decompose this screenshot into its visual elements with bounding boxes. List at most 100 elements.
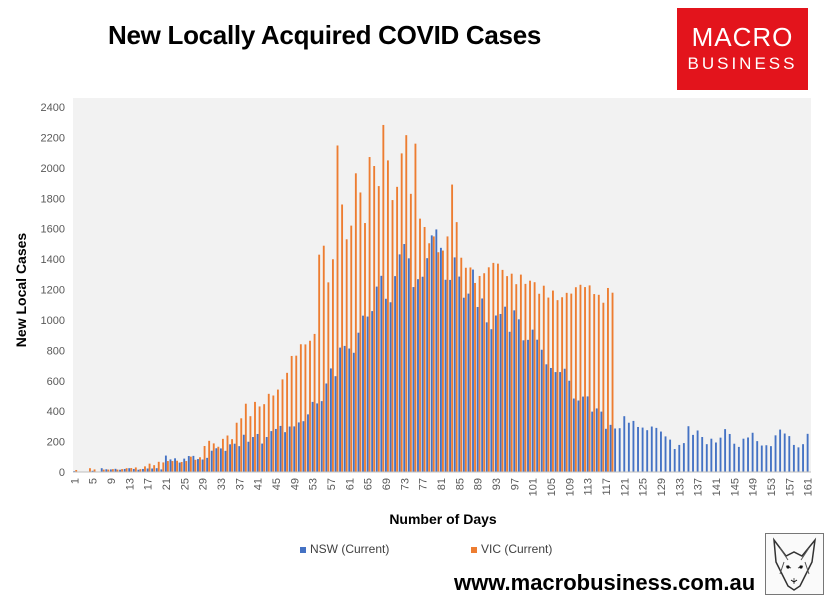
bar-vic <box>111 469 114 472</box>
bar-nsw <box>504 306 507 472</box>
y-tick-label: 1600 <box>41 224 65 236</box>
bar-nsw <box>316 403 319 472</box>
bar-nsw <box>618 428 621 472</box>
bar-nsw <box>155 468 158 472</box>
x-tick-label: 133 <box>674 478 686 496</box>
bar-nsw <box>449 279 452 472</box>
bar-nsw <box>307 414 309 472</box>
bar-vic <box>212 443 215 472</box>
bar-nsw <box>288 426 291 472</box>
bar-nsw <box>724 429 727 472</box>
bar-nsw <box>137 469 140 472</box>
bar-nsw <box>678 444 681 472</box>
bar-nsw <box>160 469 163 472</box>
bar-nsw <box>407 258 410 472</box>
bar-nsw <box>554 372 557 472</box>
bar-vic <box>451 184 454 472</box>
bar-nsw <box>325 383 328 472</box>
x-tick-label: 57 <box>326 478 338 490</box>
bar-nsw <box>485 322 488 472</box>
bar-nsw <box>531 329 534 472</box>
bar-vic <box>313 333 316 472</box>
x-tick-label: 117 <box>601 478 613 496</box>
bar-nsw <box>247 441 250 472</box>
bar-vic <box>171 461 174 472</box>
bar-nsw <box>114 468 117 472</box>
bar-vic <box>185 461 188 472</box>
bar-vic <box>428 243 431 472</box>
bar-nsw <box>792 444 795 472</box>
y-tick-label: 400 <box>47 406 65 418</box>
y-tick-label: 2000 <box>41 163 65 175</box>
bar-nsw <box>669 439 672 472</box>
bar-vic <box>442 250 444 472</box>
x-tick-label: 29 <box>198 478 210 490</box>
bar-nsw <box>151 468 154 472</box>
x-tick-label: 93 <box>491 478 503 490</box>
bar-nsw <box>609 424 612 472</box>
bar-nsw <box>517 319 520 472</box>
bar-vic <box>538 293 541 472</box>
bar-nsw <box>183 458 186 472</box>
bar-vic <box>506 276 509 472</box>
x-tick-label: 105 <box>546 478 558 496</box>
bar-vic <box>176 460 179 472</box>
bar-vic <box>121 469 123 472</box>
bar-vic <box>235 422 238 472</box>
x-tick-label: 73 <box>399 478 411 490</box>
x-tick-label: 49 <box>289 478 301 490</box>
bar-nsw <box>426 258 429 472</box>
bar-nsw <box>705 444 708 472</box>
bar-nsw <box>774 435 777 472</box>
x-tick-label: 153 <box>766 478 778 496</box>
bar-vic <box>382 124 385 472</box>
bar-vic <box>368 157 371 473</box>
bar-nsw <box>701 437 704 472</box>
bar-vic <box>593 294 596 472</box>
bar-vic <box>373 166 376 472</box>
bar-nsw <box>100 468 103 472</box>
bar-vic <box>130 468 133 472</box>
bar-vic <box>478 275 481 472</box>
bar-nsw <box>586 396 589 472</box>
bar-nsw <box>682 443 685 472</box>
bar-nsw <box>311 401 314 472</box>
bar-nsw <box>146 468 149 472</box>
x-tick-label: 5 <box>88 478 100 484</box>
x-tick-label: 137 <box>693 478 705 496</box>
bar-nsw <box>760 445 763 472</box>
bar-nsw <box>430 235 433 472</box>
bar-vic <box>281 379 284 472</box>
x-tick-label: 161 <box>803 478 815 496</box>
bar-nsw <box>737 446 740 472</box>
bar-nsw <box>394 276 397 472</box>
bar-nsw <box>375 286 378 472</box>
bar-nsw <box>233 443 236 472</box>
bar-nsw <box>751 432 754 472</box>
bar-nsw <box>206 457 209 472</box>
bar-vic <box>510 273 513 472</box>
bar-vic <box>524 283 527 472</box>
bar-vic <box>336 145 339 473</box>
x-tick-label: 129 <box>656 478 668 496</box>
bar-nsw <box>348 348 351 472</box>
x-tick-label: 69 <box>381 478 393 490</box>
bar-vic <box>89 468 91 472</box>
bar-nsw <box>352 352 355 472</box>
x-tick-label: 149 <box>748 478 760 496</box>
bar-nsw <box>261 443 264 472</box>
bar-nsw <box>444 279 447 472</box>
y-tick-label: 2200 <box>41 132 65 144</box>
bar-vic <box>611 292 614 472</box>
bar-nsw <box>119 469 121 472</box>
bar-nsw <box>192 455 195 472</box>
bar-nsw <box>238 446 241 472</box>
logo-line-1: MACRO <box>691 22 794 52</box>
bar-vic <box>419 218 421 472</box>
bar-vic <box>391 200 394 472</box>
bar-nsw <box>806 433 809 472</box>
x-tick-label: 1 <box>69 478 81 484</box>
y-tick-label: 800 <box>47 345 65 357</box>
bar-vic <box>144 466 146 472</box>
bar-vic <box>437 252 440 472</box>
